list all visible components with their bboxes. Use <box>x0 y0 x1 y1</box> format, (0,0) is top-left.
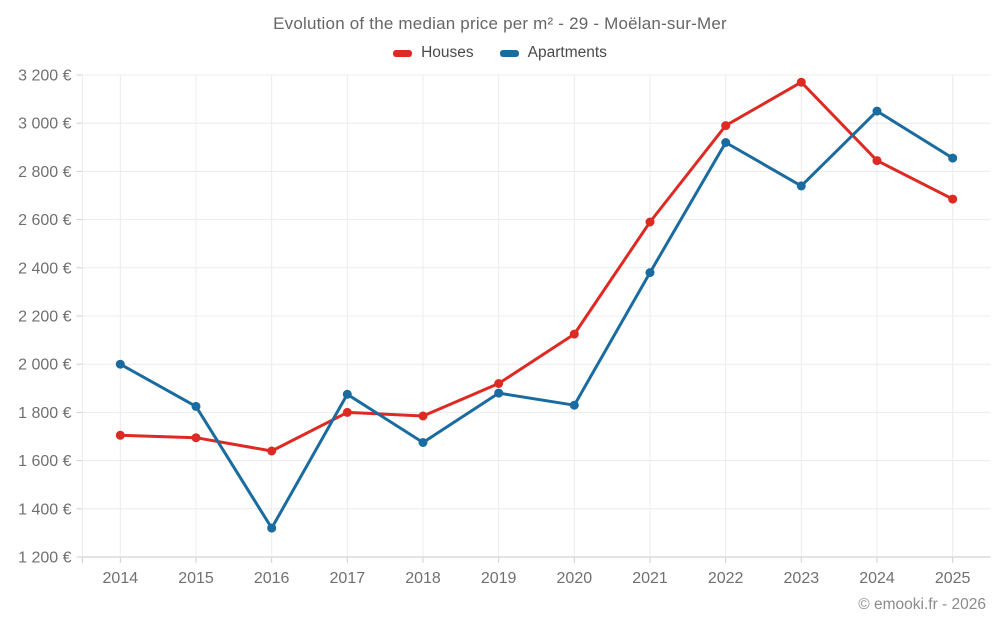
apartments-point-2018[interactable] <box>418 438 428 447</box>
x-axis-label: 2025 <box>935 570 971 587</box>
x-axis-label: 2024 <box>859 570 895 587</box>
apartments-point-2016[interactable] <box>267 523 277 533</box>
y-axis-label: 2 600 € <box>18 212 71 229</box>
apartments-point-2019[interactable] <box>494 388 504 398</box>
x-axis-label: 2020 <box>557 570 593 587</box>
houses-line <box>118 80 955 453</box>
houses-point-2022[interactable] <box>721 121 731 131</box>
x-axis-label: 2022 <box>708 570 744 587</box>
legend-item-apartments[interactable]: Apartments <box>499 44 607 62</box>
copyright-credit: © emooki.fr - 2026 <box>858 596 986 613</box>
apartments-point-2024[interactable] <box>872 106 882 116</box>
houses-point-2021[interactable] <box>645 217 655 227</box>
x-axis-label: 2021 <box>632 570 668 587</box>
chart-title: Evolution of the median price per m² - 2… <box>273 14 727 33</box>
apartments-point-2023[interactable] <box>796 181 806 191</box>
apartments-line <box>118 109 955 530</box>
houses-point-2015[interactable] <box>191 433 201 443</box>
y-axis-label: 1 800 € <box>18 405 71 422</box>
apartments-point-2017[interactable] <box>342 389 352 399</box>
y-axis-label: 2 400 € <box>18 260 71 277</box>
houses-point-2017[interactable] <box>342 407 352 417</box>
houses-legend-swatch-icon <box>393 49 413 57</box>
y-axis-label: 2 000 € <box>18 357 71 374</box>
y-axis-label: 3 000 € <box>18 116 71 133</box>
apartments-point-2014[interactable] <box>115 359 125 369</box>
apartments-legend-swatch-icon <box>499 49 519 57</box>
houses-point-2020[interactable] <box>569 329 579 339</box>
houses-point-2019[interactable] <box>494 379 504 388</box>
x-axis-label: 2015 <box>178 570 214 587</box>
apartments-point-2022[interactable] <box>721 138 731 147</box>
x-axis-label: 2018 <box>405 570 441 587</box>
houses-point-2023[interactable] <box>796 77 806 87</box>
x-axis-label: 2016 <box>254 570 290 587</box>
x-axis-label: 2019 <box>481 570 517 587</box>
x-axis-label: 2017 <box>330 570 366 587</box>
legend-label-houses: Houses <box>421 44 474 61</box>
x-axis-label: 2023 <box>784 570 820 587</box>
houses-point-2018[interactable] <box>418 411 428 421</box>
x-axis-label: 2014 <box>103 570 139 587</box>
y-axis-label: 2 800 € <box>18 164 71 181</box>
y-axis-label: 2 200 € <box>18 309 71 326</box>
apartments-point-2015[interactable] <box>191 401 201 411</box>
y-axis-label: 1 600 € <box>18 453 71 470</box>
legend-label-apartments: Apartments <box>527 44 607 61</box>
y-axis-label: 1 400 € <box>18 501 71 518</box>
apartments-point-2025[interactable] <box>948 153 958 163</box>
legend: Houses Apartments <box>0 44 1000 62</box>
apartments-point-2021[interactable] <box>645 268 655 278</box>
y-axis-label: 1 200 € <box>18 550 71 567</box>
y-axis-label: 3 200 € <box>18 68 71 85</box>
houses-point-2024[interactable] <box>872 156 882 166</box>
legend-item-houses[interactable]: Houses <box>393 44 474 62</box>
houses-point-2016[interactable] <box>267 446 277 456</box>
houses-point-2014[interactable] <box>115 430 125 440</box>
houses-point-2025[interactable] <box>948 194 958 204</box>
apartments-point-2020[interactable] <box>569 400 579 410</box>
